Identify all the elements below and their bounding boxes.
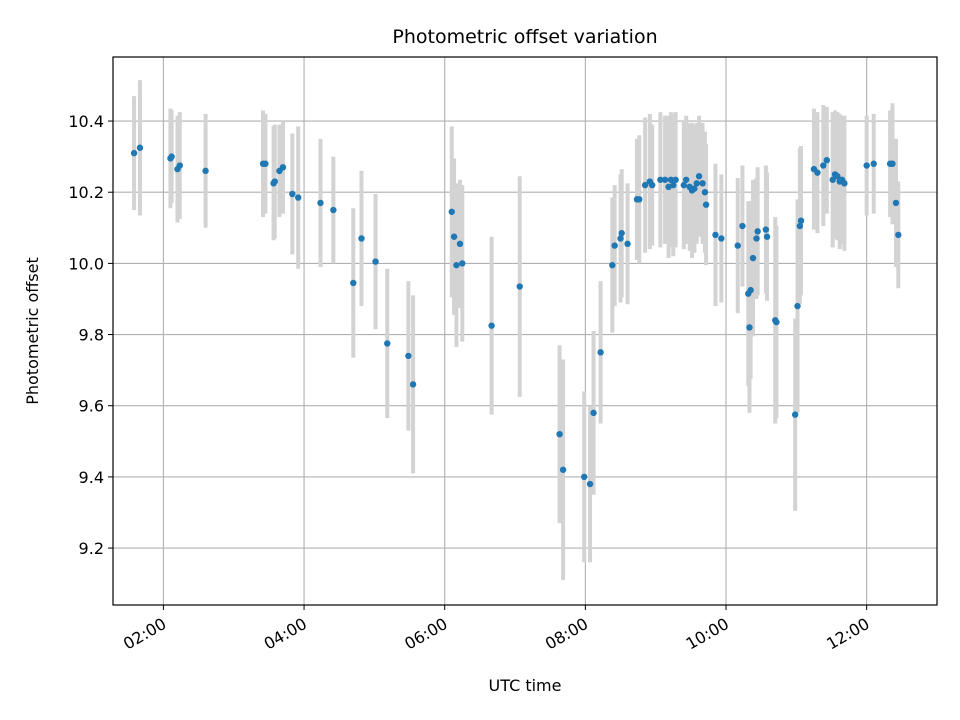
- data-point: [791, 411, 799, 418]
- data-point: [814, 169, 821, 176]
- data-point: [624, 240, 631, 248]
- y-tick-label: 10.0: [68, 254, 104, 273]
- y-tick-label: 9.8: [79, 326, 104, 345]
- data-point: [823, 156, 831, 164]
- data-point: [453, 261, 460, 269]
- data-point: [636, 196, 643, 203]
- data-point: [330, 206, 337, 214]
- data-point: [136, 144, 144, 151]
- data-point: [718, 235, 725, 242]
- x-axis-label: UTC time: [489, 676, 562, 695]
- data-point: [350, 279, 357, 287]
- data-point: [176, 162, 184, 169]
- data-point: [448, 208, 455, 215]
- data-point: [271, 178, 278, 185]
- y-tick-label: 10.2: [68, 183, 104, 202]
- data-point: [559, 466, 567, 473]
- data-point: [459, 260, 466, 267]
- data-point: [609, 261, 616, 269]
- data-point: [641, 181, 649, 189]
- y-axis-label: Photometric offset: [23, 257, 42, 405]
- data-point: [488, 322, 495, 329]
- data-point: [797, 217, 805, 224]
- data-point: [617, 235, 624, 242]
- data-point: [892, 199, 900, 207]
- y-tick-label: 10.4: [68, 112, 104, 131]
- data-point: [586, 480, 594, 488]
- data-point: [516, 283, 523, 290]
- data-point: [384, 340, 391, 347]
- y-tick-label: 9.6: [79, 397, 104, 416]
- data-point: [590, 409, 597, 417]
- data-point: [702, 201, 710, 208]
- data-point: [661, 176, 669, 183]
- data-point: [834, 173, 841, 180]
- data-point: [168, 153, 175, 160]
- data-point: [372, 258, 379, 265]
- data-point: [841, 180, 848, 187]
- data-point: [670, 181, 677, 189]
- data-point: [202, 167, 209, 175]
- data-point: [753, 235, 760, 242]
- chart-title: Photometric offset variation: [392, 26, 657, 48]
- data-point: [870, 160, 877, 167]
- data-point: [289, 190, 296, 198]
- data-point: [691, 185, 698, 192]
- data-point: [358, 235, 365, 242]
- data-point: [580, 473, 588, 481]
- y-tick-label: 9.4: [79, 468, 104, 487]
- y-axis-ticks: 9.2 9.4 9.6 9.8 10.0 10.2 10.4: [68, 112, 113, 558]
- data-point: [667, 176, 675, 183]
- data-point: [618, 229, 625, 237]
- data-point: [773, 318, 780, 326]
- data-markers: [130, 144, 902, 488]
- data-point: [796, 222, 804, 230]
- data-point: [693, 180, 700, 187]
- data-point: [754, 228, 761, 235]
- data-point: [450, 233, 458, 240]
- data-point: [262, 160, 269, 167]
- plot-frame: [112, 56, 938, 606]
- data-point: [734, 242, 741, 249]
- data-point: [794, 302, 801, 310]
- data-point: [746, 324, 753, 331]
- data-point: [294, 194, 302, 201]
- data-point: [712, 231, 719, 239]
- data-point: [739, 222, 746, 230]
- data-point: [279, 164, 287, 171]
- data-point: [657, 176, 664, 183]
- data-point: [695, 173, 703, 180]
- data-point: [317, 199, 324, 207]
- data-point: [763, 233, 771, 240]
- data-point: [747, 286, 754, 294]
- data-point: [895, 231, 902, 239]
- data-point: [701, 189, 709, 196]
- data-point: [889, 160, 896, 167]
- data-point: [456, 240, 464, 248]
- data-point: [130, 149, 138, 157]
- data-point: [611, 242, 618, 249]
- data-point: [680, 181, 688, 189]
- y-tick-label: 9.2: [79, 539, 104, 558]
- data-point: [682, 176, 690, 183]
- data-point: [405, 352, 412, 360]
- data-point: [749, 254, 757, 262]
- data-point: [863, 162, 870, 169]
- data-point: [409, 381, 417, 388]
- data-point: [699, 180, 706, 187]
- data-point: [672, 176, 679, 183]
- data-point: [829, 176, 836, 183]
- data-point: [762, 226, 770, 233]
- data-point: [597, 349, 604, 356]
- data-point: [556, 430, 563, 438]
- data-point: [820, 162, 827, 169]
- data-point: [648, 181, 656, 189]
